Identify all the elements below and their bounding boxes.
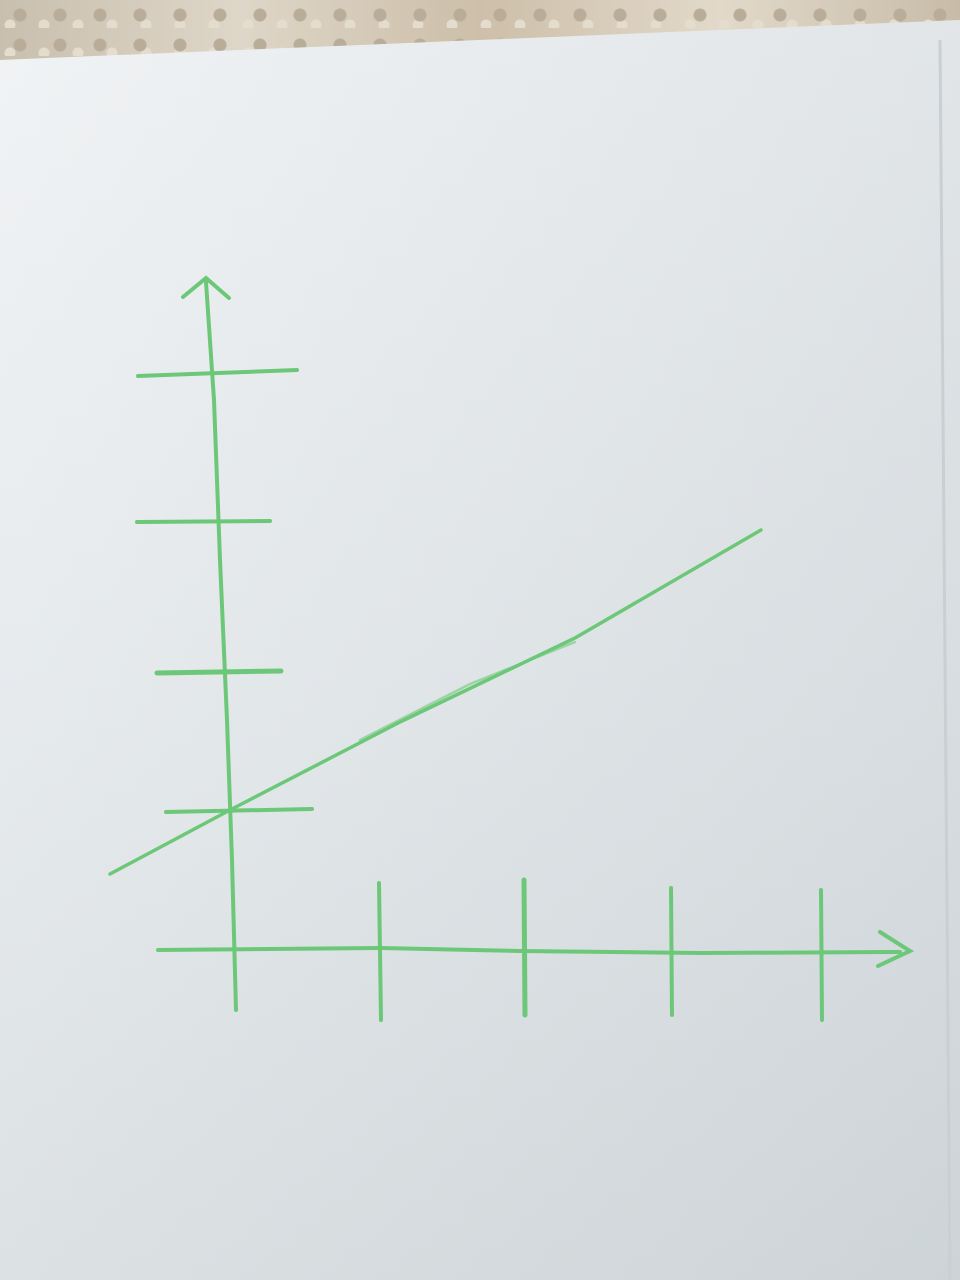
y-tick-2	[154, 668, 284, 676]
y-tick-1	[164, 807, 314, 814]
y-tick-3	[135, 519, 272, 524]
sloped-line	[108, 528, 763, 876]
x-tick-1	[377, 881, 383, 1022]
x-axis-arrow	[876, 930, 915, 968]
paper-shading	[0, 20, 960, 1280]
y-axis-arrow	[181, 275, 231, 300]
hand-drawn-graph	[108, 275, 915, 1022]
x-axis	[156, 945, 902, 956]
y-tick-4	[136, 368, 299, 378]
x-tick-3	[669, 886, 674, 1017]
x-tick-2	[521, 877, 528, 1018]
y-axis	[204, 280, 238, 1012]
x-tick-4	[819, 888, 824, 1022]
paper-edge	[938, 39, 952, 1280]
sloped-line-retrace	[358, 640, 577, 742]
